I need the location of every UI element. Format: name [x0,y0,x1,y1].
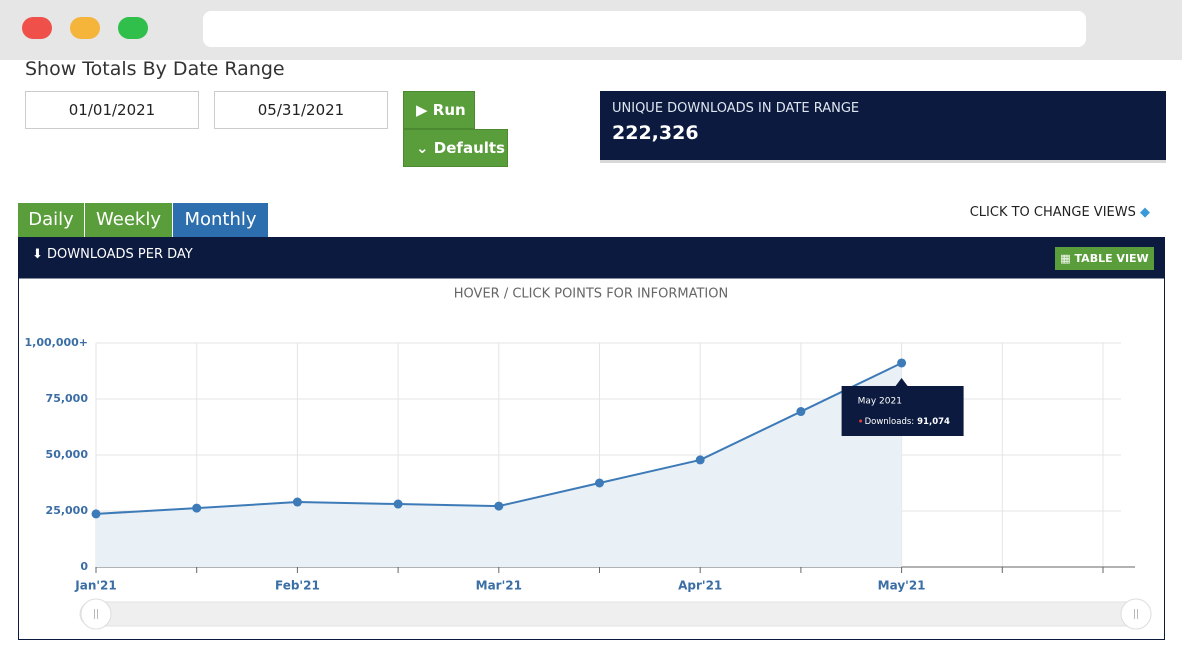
window-close[interactable] [22,17,52,39]
point [91,509,101,519]
point [393,499,403,509]
chart-subtitle: HOVER / CLICK POINTS FOR INFORMATION [454,287,728,302]
point [292,497,302,507]
slider-handle[interactable] [80,598,112,630]
area [96,362,902,567]
hint-text: CLICK TO CHANGE VIEWS [969,205,1136,220]
y-tick-label: 1,00,000+ [25,336,89,349]
y-tick-label: 75,000 [46,392,89,405]
chart: HOVER / CLICK POINTS FOR INFORMATION 0 25… [18,278,1165,640]
panel-title: DOWNLOADS PER DAY [47,247,193,262]
stat-label: UNIQUE DOWNLOADS IN DATE RANGE [612,101,860,116]
panel-header: ⬇ DOWNLOADS PER DAY [18,237,1165,278]
table-view-label: TABLE VIEW [1074,252,1149,265]
defaults-label: Defaults [433,139,505,157]
tooltip-value: 91,074 [917,416,950,426]
y-tick-label: 25,000 [46,504,89,517]
x-tick-label: May'21 [878,579,926,593]
point [695,455,705,465]
window-maximize[interactable] [118,17,148,39]
x-tick-label: Apr'21 [678,579,722,593]
start-date[interactable]: 01/01/2021 [25,91,199,129]
chart-frame [18,278,1165,640]
point [595,478,604,488]
stat-value: 222,326 [612,122,699,144]
point [494,501,504,511]
point [796,407,806,417]
address-bar[interactable] [203,11,1086,47]
tooltip: May 2021 Downloads: 91,074 [841,377,964,436]
tooltip-dot [859,419,863,423]
run-button[interactable]: ▶ Run [403,91,475,129]
heading: Show Totals By Date Range [25,58,285,80]
defaults-button[interactable]: ⌄ Defaults [403,129,508,167]
x-tick-label: Jan'21 [74,579,116,593]
x-tick-label: Feb'21 [275,579,320,593]
x-tick-label: Mar'21 [476,579,522,593]
slider-track [79,601,1151,627]
tab[interactable]: Weekly [85,203,172,237]
hint: CLICK TO CHANGE VIEWS ◆ [930,205,1150,220]
y-tick-label: 50,000 [46,448,89,461]
run-label: Run [432,101,466,119]
hint-icon: ◆ [1140,205,1150,220]
tooltip-series-label: Downloads: [865,416,915,426]
slider-handle[interactable] [1120,598,1152,630]
end-date[interactable]: 05/31/2021 [214,91,388,129]
tooltip-box [841,385,964,436]
y-tick-label: 0 [80,560,88,573]
table-view-button[interactable]: ▦ TABLE VIEW [1055,247,1154,270]
tooltip-pointer [895,377,908,386]
tooltip-title: May 2021 [858,396,902,406]
tab[interactable]: Daily [18,203,84,237]
tab[interactable]: Monthly [173,203,268,237]
point [897,358,907,368]
point [192,503,202,513]
window-minimize[interactable] [70,17,100,39]
tooltip-series: Downloads: 91,074 [865,416,950,426]
stat-box: UNIQUE DOWNLOADS IN DATE RANGE 222,326 [600,91,1166,163]
